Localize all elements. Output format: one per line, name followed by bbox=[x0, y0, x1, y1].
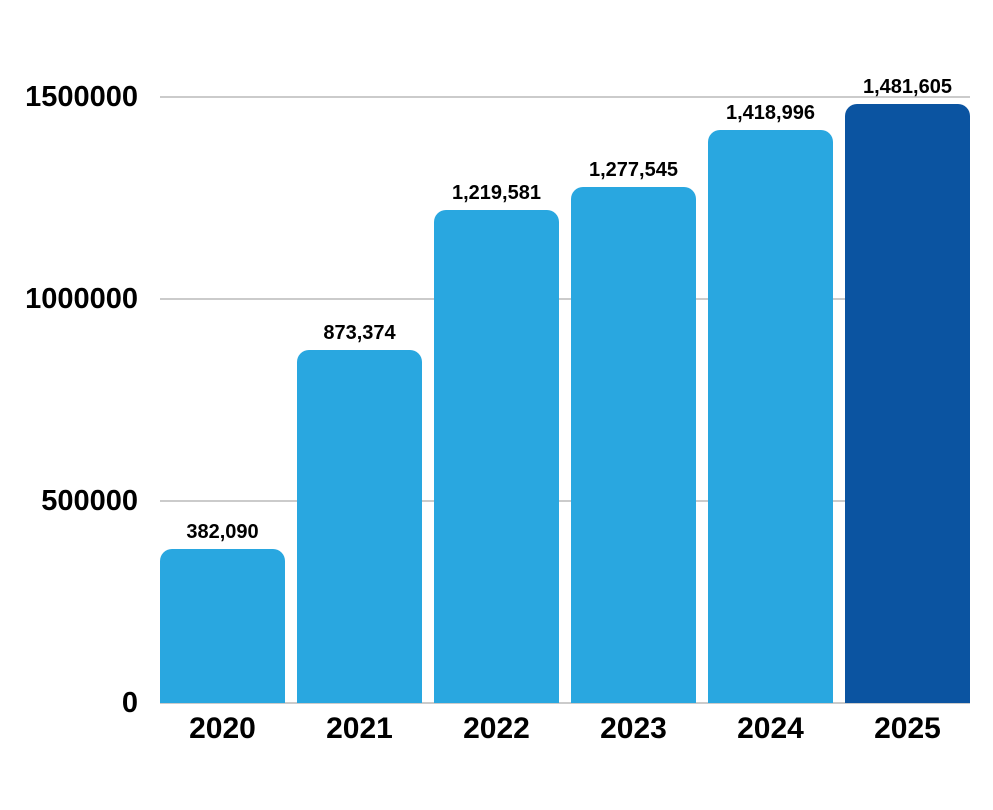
y-tick-label: 500000 bbox=[41, 485, 138, 517]
plot-area: 382,090 873,374 1,219,581 1,277,545 1,418,99… bbox=[160, 0, 970, 704]
y-tick-label: 1500000 bbox=[25, 81, 138, 113]
bar-value-label: 1,418,996 bbox=[726, 101, 815, 124]
gridline bbox=[160, 500, 970, 502]
x-tick-label-2024: 2024 bbox=[737, 712, 804, 745]
bar-2022 bbox=[434, 210, 559, 703]
bar-2024 bbox=[708, 129, 833, 703]
x-tick-label-2025: 2025 bbox=[874, 712, 941, 745]
gridline bbox=[160, 96, 970, 98]
bar-2025 bbox=[845, 104, 970, 703]
bar-value-label: 382,090 bbox=[186, 520, 259, 543]
y-tick-label: 1000000 bbox=[25, 283, 138, 315]
bar-value-label: 1,219,581 bbox=[452, 182, 541, 205]
bar-2023 bbox=[571, 186, 696, 703]
bar-2021 bbox=[297, 350, 422, 703]
x-tick-label-2021: 2021 bbox=[326, 712, 393, 745]
gridline bbox=[160, 702, 970, 704]
bar-value-label: 1,481,605 bbox=[863, 76, 952, 99]
x-tick-label-2022: 2022 bbox=[463, 712, 530, 745]
bar-value-label: 1,277,545 bbox=[589, 158, 678, 181]
bar-2020 bbox=[160, 548, 285, 703]
x-tick-label-2023: 2023 bbox=[600, 712, 667, 745]
bar-value-label: 873,374 bbox=[323, 322, 396, 345]
x-tick-label-2020: 2020 bbox=[189, 712, 256, 745]
gridline bbox=[160, 298, 970, 300]
y-tick-label: 0 bbox=[121, 687, 138, 719]
